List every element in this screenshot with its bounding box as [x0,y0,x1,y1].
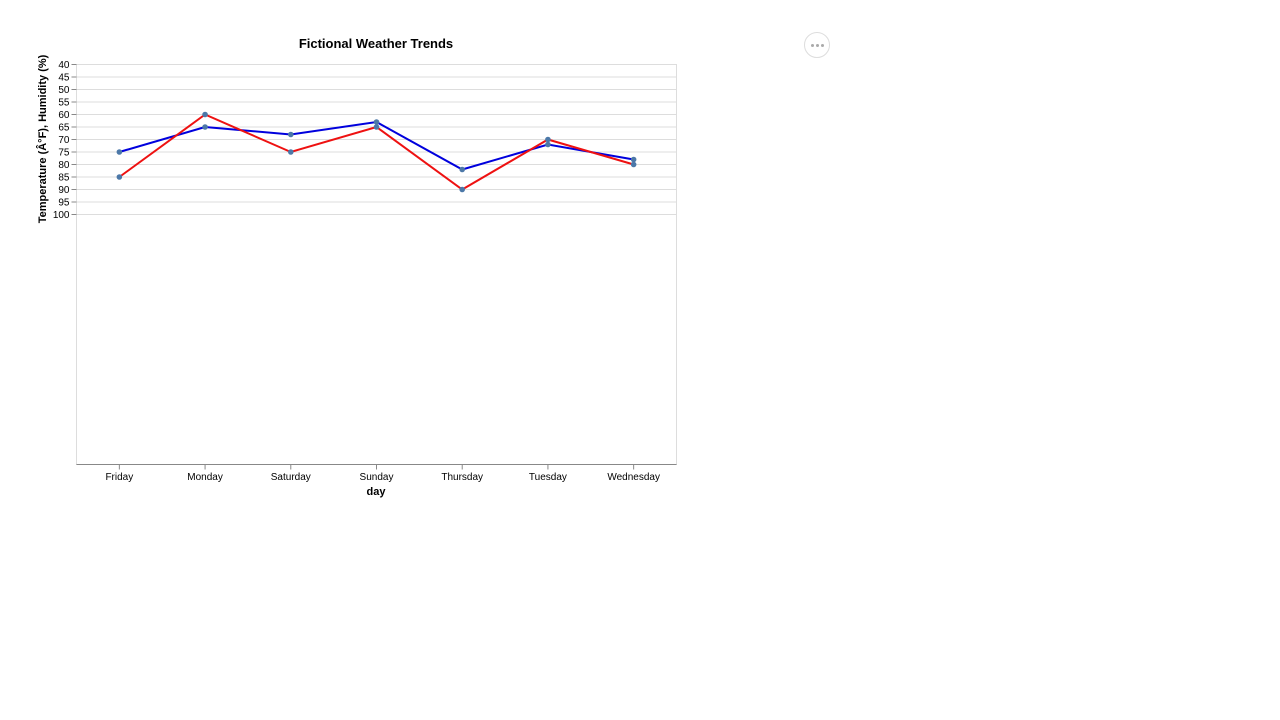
y-tick-label: 100 [53,210,70,221]
y-tick-label: 70 [58,135,70,146]
x-axis: Friday Monday Saturday Sunday Thursday Tuesda… [76,464,677,483]
data-point[interactable] [373,124,380,130]
data-point[interactable] [116,174,123,180]
y-tick-label: 55 [58,98,70,109]
x-tick-label: Saturday [271,472,311,483]
data-point[interactable] [545,136,551,143]
y-tick-label: 85 [58,173,70,184]
data-point[interactable] [287,149,294,155]
data-point[interactable] [459,166,466,173]
y-tick-label: 80 [58,160,70,171]
y-tick-label: 50 [58,85,70,96]
data-point[interactable] [630,156,637,163]
data-point[interactable] [630,161,637,168]
x-tick-label: Monday [187,472,223,483]
data-point[interactable] [545,141,551,148]
chart-title: Fictional Weather Trends [299,36,453,51]
y-tick-label: 40 [58,60,70,71]
x-tick-label: Wednesday [607,472,660,483]
x-tick-label: Friday [105,472,133,483]
gridlines [76,64,677,215]
y-tick-label: 45 [58,73,70,84]
y-tick-label: 95 [58,198,70,209]
y-tick-label: 60 [58,110,70,121]
y-tick-label: 75 [58,148,70,159]
x-tick-label: Sunday [360,472,394,483]
x-tick-label: Thursday [441,472,483,483]
series-layer [116,111,637,193]
actions-menu-button[interactable] [804,32,830,58]
data-point[interactable] [459,186,466,193]
y-axis-title: Temperature (Â°F), Humidity (%) [36,54,49,223]
x-axis-title: day [367,486,387,498]
data-point[interactable] [202,111,208,118]
y-tick-label: 90 [58,185,70,196]
data-point[interactable] [373,119,380,125]
data-point[interactable] [202,124,208,130]
data-point[interactable] [287,131,294,138]
more-horizontal-icon [810,43,824,47]
x-tick-label: Tuesday [529,472,567,483]
data-point[interactable] [116,149,123,155]
y-tick-label: 65 [58,123,70,134]
